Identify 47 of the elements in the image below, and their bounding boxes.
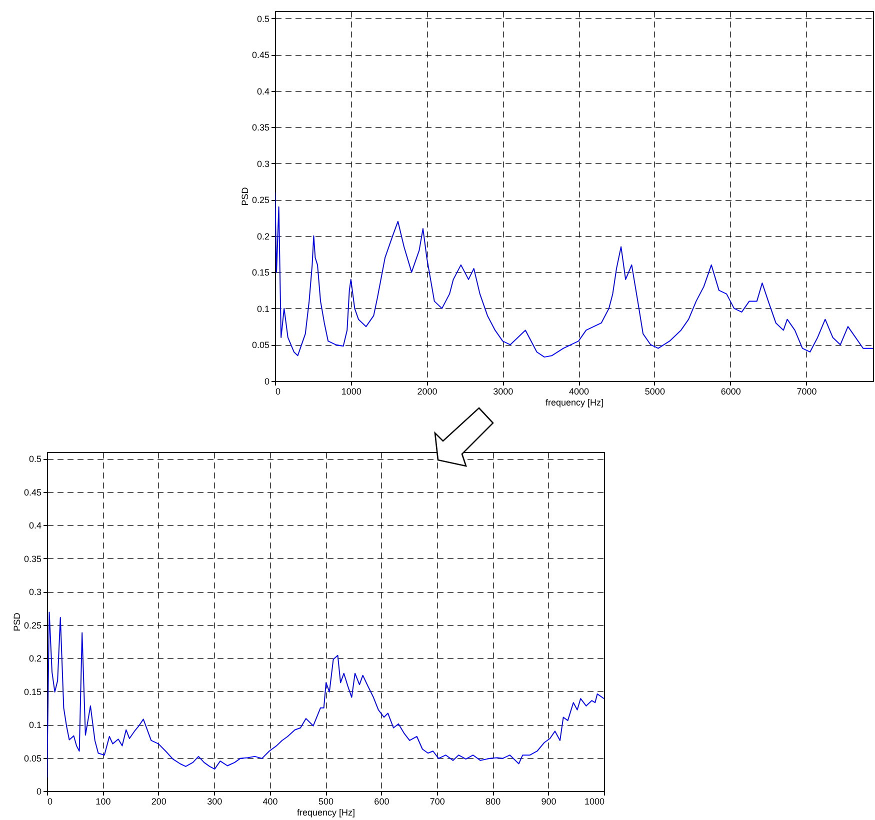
x-tick-label: 4000 [569,386,590,396]
x-tick-label: 2000 [417,386,438,396]
y-tick-label: 0.5 [256,14,270,24]
x-tick-label: 1000 [341,386,362,396]
y-axis-title: PSD [240,186,250,206]
y-tick-label: 0.1 [256,304,270,314]
x-tick-label: 800 [486,796,501,806]
x-tick-label: 300 [207,796,222,806]
x-tick-label: 6000 [720,386,741,396]
y-tick-label: 0.4 [256,86,270,96]
x-tick-label: 900 [541,796,556,806]
y-tick-label: 0 [36,786,42,796]
x-tick-label: 100 [96,796,111,806]
y-axis-title: PSD [12,612,22,632]
y-tick-label: 0.35 [24,554,42,564]
y-tick-label: 0.05 [24,753,42,764]
y-tick-label: 0.5 [28,454,42,464]
y-tick-label: 0.45 [252,50,270,60]
x-tick-label: 400 [262,796,278,806]
y-tick-label: 0.25 [24,620,42,630]
y-tick-label: 0.05 [252,340,270,350]
x-tick-label: 0 [276,386,281,396]
x-axis-title: frequency [Hz] [545,398,604,408]
x-tick-label: 600 [374,796,390,806]
y-tick-label: 0.4 [28,520,42,531]
y-tick-label: 0.45 [24,487,42,498]
x-tick-label: 5000 [644,386,665,396]
x-tick-label: 200 [151,796,166,806]
y-tick-label: 0.2 [28,654,42,664]
x-tick-label: 700 [430,796,445,806]
y-tick-label: 0.1 [28,720,42,730]
x-tick-label: 3000 [493,386,514,396]
y-tick-label: 0.15 [24,686,42,697]
x-tick-label: 500 [318,796,334,806]
y-tick-label: 0.35 [252,122,270,133]
x-axis-title: frequency [Hz] [296,808,356,818]
y-tick-label: 0.3 [28,587,42,598]
x-tick-label: 1000 [584,796,604,806]
y-tick-label: 0.15 [252,268,270,278]
y-tick-label: 0.2 [256,231,270,242]
x-tick-label: 7000 [796,386,817,396]
x-tick-label: 0 [48,796,53,806]
y-tick-label: 0.3 [256,158,270,169]
y-tick-label: 0 [264,376,270,386]
line-series [275,192,873,358]
line-series [47,612,604,778]
y-tick-label: 0.25 [252,195,270,206]
